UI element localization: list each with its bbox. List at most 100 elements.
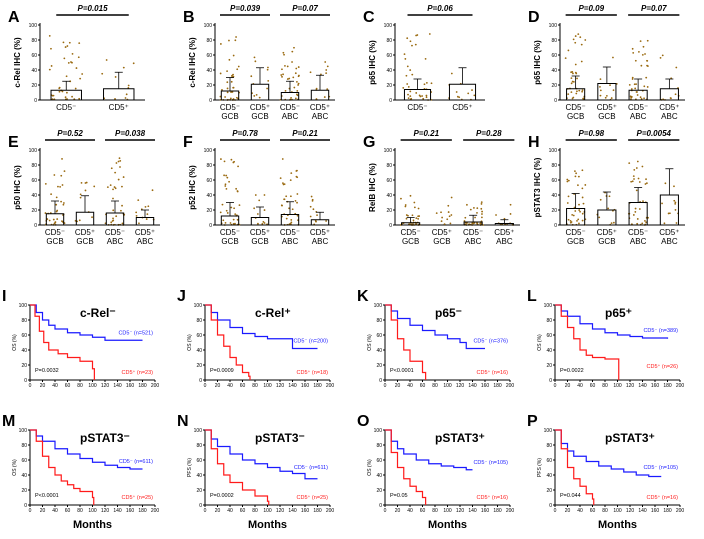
x-axis-title: Months [428, 519, 467, 531]
legend-label: CD5⁻ (n=376) [473, 339, 508, 345]
data-point [404, 205, 407, 208]
x-tick-label: 0 [204, 508, 207, 514]
data-point [632, 51, 635, 54]
category-label: CD5⁺ GCB [597, 228, 617, 246]
y-tick-label: 0 [24, 378, 27, 384]
y-tick-label: 20 [546, 363, 552, 369]
data-point [407, 93, 409, 96]
data-point [325, 220, 328, 222]
data-point [48, 219, 51, 222]
x-tick-label: 40 [407, 383, 413, 389]
data-point [577, 33, 580, 36]
y-tick-label: 20 [21, 363, 27, 369]
data-point [421, 95, 424, 97]
data-point [480, 201, 483, 204]
data-point [638, 208, 641, 210]
data-point [567, 179, 570, 182]
data-point [480, 207, 483, 210]
x-tick-label: 60 [240, 383, 246, 389]
data-point [407, 86, 410, 88]
y-axis-title: OS (%) [12, 334, 18, 351]
data-point [474, 216, 476, 219]
y-tick-label: 80 [551, 38, 557, 44]
data-point [226, 176, 229, 179]
survival-curve-cd5-neg [205, 304, 318, 350]
bar [75, 211, 95, 226]
x-tick-label: 100 [263, 508, 272, 514]
p-value-label: P=0.28 [476, 129, 502, 138]
data-point [62, 202, 65, 204]
y-tick-label: 40 [546, 348, 552, 354]
data-point [415, 34, 418, 37]
y-tick-label: 100 [19, 428, 28, 434]
data-point [250, 75, 253, 78]
data-point [61, 184, 64, 186]
data-point [118, 157, 121, 160]
x-tick-label: 200 [151, 383, 160, 389]
data-point [263, 209, 266, 211]
x-tick-label: 200 [676, 508, 685, 514]
data-point [53, 222, 56, 225]
data-point [581, 90, 584, 93]
data-point [450, 214, 453, 216]
y-tick-label: 0 [209, 223, 212, 229]
data-point [255, 93, 258, 96]
data-point [441, 216, 444, 219]
data-point [297, 66, 300, 68]
p-value-label: P=0.07 [292, 4, 318, 13]
data-point [612, 221, 615, 224]
p-value-label: P=0.0002 [210, 493, 234, 499]
data-point [125, 93, 128, 96]
y-tick-label: 100 [374, 428, 383, 434]
category-label: CD5⁻ GCB [220, 103, 240, 121]
data-point [636, 91, 638, 93]
data-point [580, 43, 583, 46]
data-point [283, 53, 285, 56]
data-point [223, 160, 226, 163]
y-tick-label: 100 [549, 148, 558, 154]
data-point [309, 215, 312, 218]
category-label: CD5⁺ ABC [310, 228, 330, 246]
data-point [55, 196, 58, 199]
x-tick-label: 180 [663, 508, 672, 514]
y-tick-label: 80 [546, 443, 552, 449]
data-point [566, 202, 569, 204]
data-point [225, 174, 228, 177]
data-point [642, 45, 645, 48]
category-label: CD5⁺ [452, 103, 472, 112]
data-point [219, 43, 222, 45]
data-point [476, 207, 479, 210]
y-tick-label: 80 [31, 163, 37, 169]
y-tick-label: 80 [206, 163, 212, 169]
data-point [44, 182, 47, 185]
panel-label: E [8, 134, 19, 151]
panel-label: M [2, 413, 15, 430]
x-tick-label: 140 [638, 383, 647, 389]
data-point [286, 65, 289, 68]
data-point [577, 175, 580, 178]
data-point [664, 182, 667, 185]
data-point [605, 95, 608, 97]
y-tick-label: 20 [206, 83, 212, 89]
category-label: CD5⁻ ABC [628, 103, 648, 121]
data-point [481, 213, 483, 215]
data-point [234, 222, 236, 225]
panel-label: C [363, 9, 375, 26]
survival-curve-cd5-pos [385, 429, 427, 505]
data-point [645, 178, 647, 181]
data-point [74, 87, 77, 90]
data-point [66, 91, 68, 94]
data-point [571, 213, 574, 216]
data-point [411, 214, 414, 217]
x-tick-label: 140 [288, 508, 297, 514]
x-tick-label: 120 [626, 508, 635, 514]
data-point [50, 47, 52, 50]
panel-B: Bc-Rel IHC (%) 0 20 40 60 80 100 CD5⁻ GCB CD5⁺ GCB… [183, 4, 335, 121]
data-point [309, 71, 312, 74]
category-label: CD5⁺ GCB [432, 228, 452, 246]
data-point [68, 41, 71, 44]
data-point [646, 60, 649, 62]
x-tick-label: 120 [101, 508, 110, 514]
data-point [580, 60, 583, 63]
